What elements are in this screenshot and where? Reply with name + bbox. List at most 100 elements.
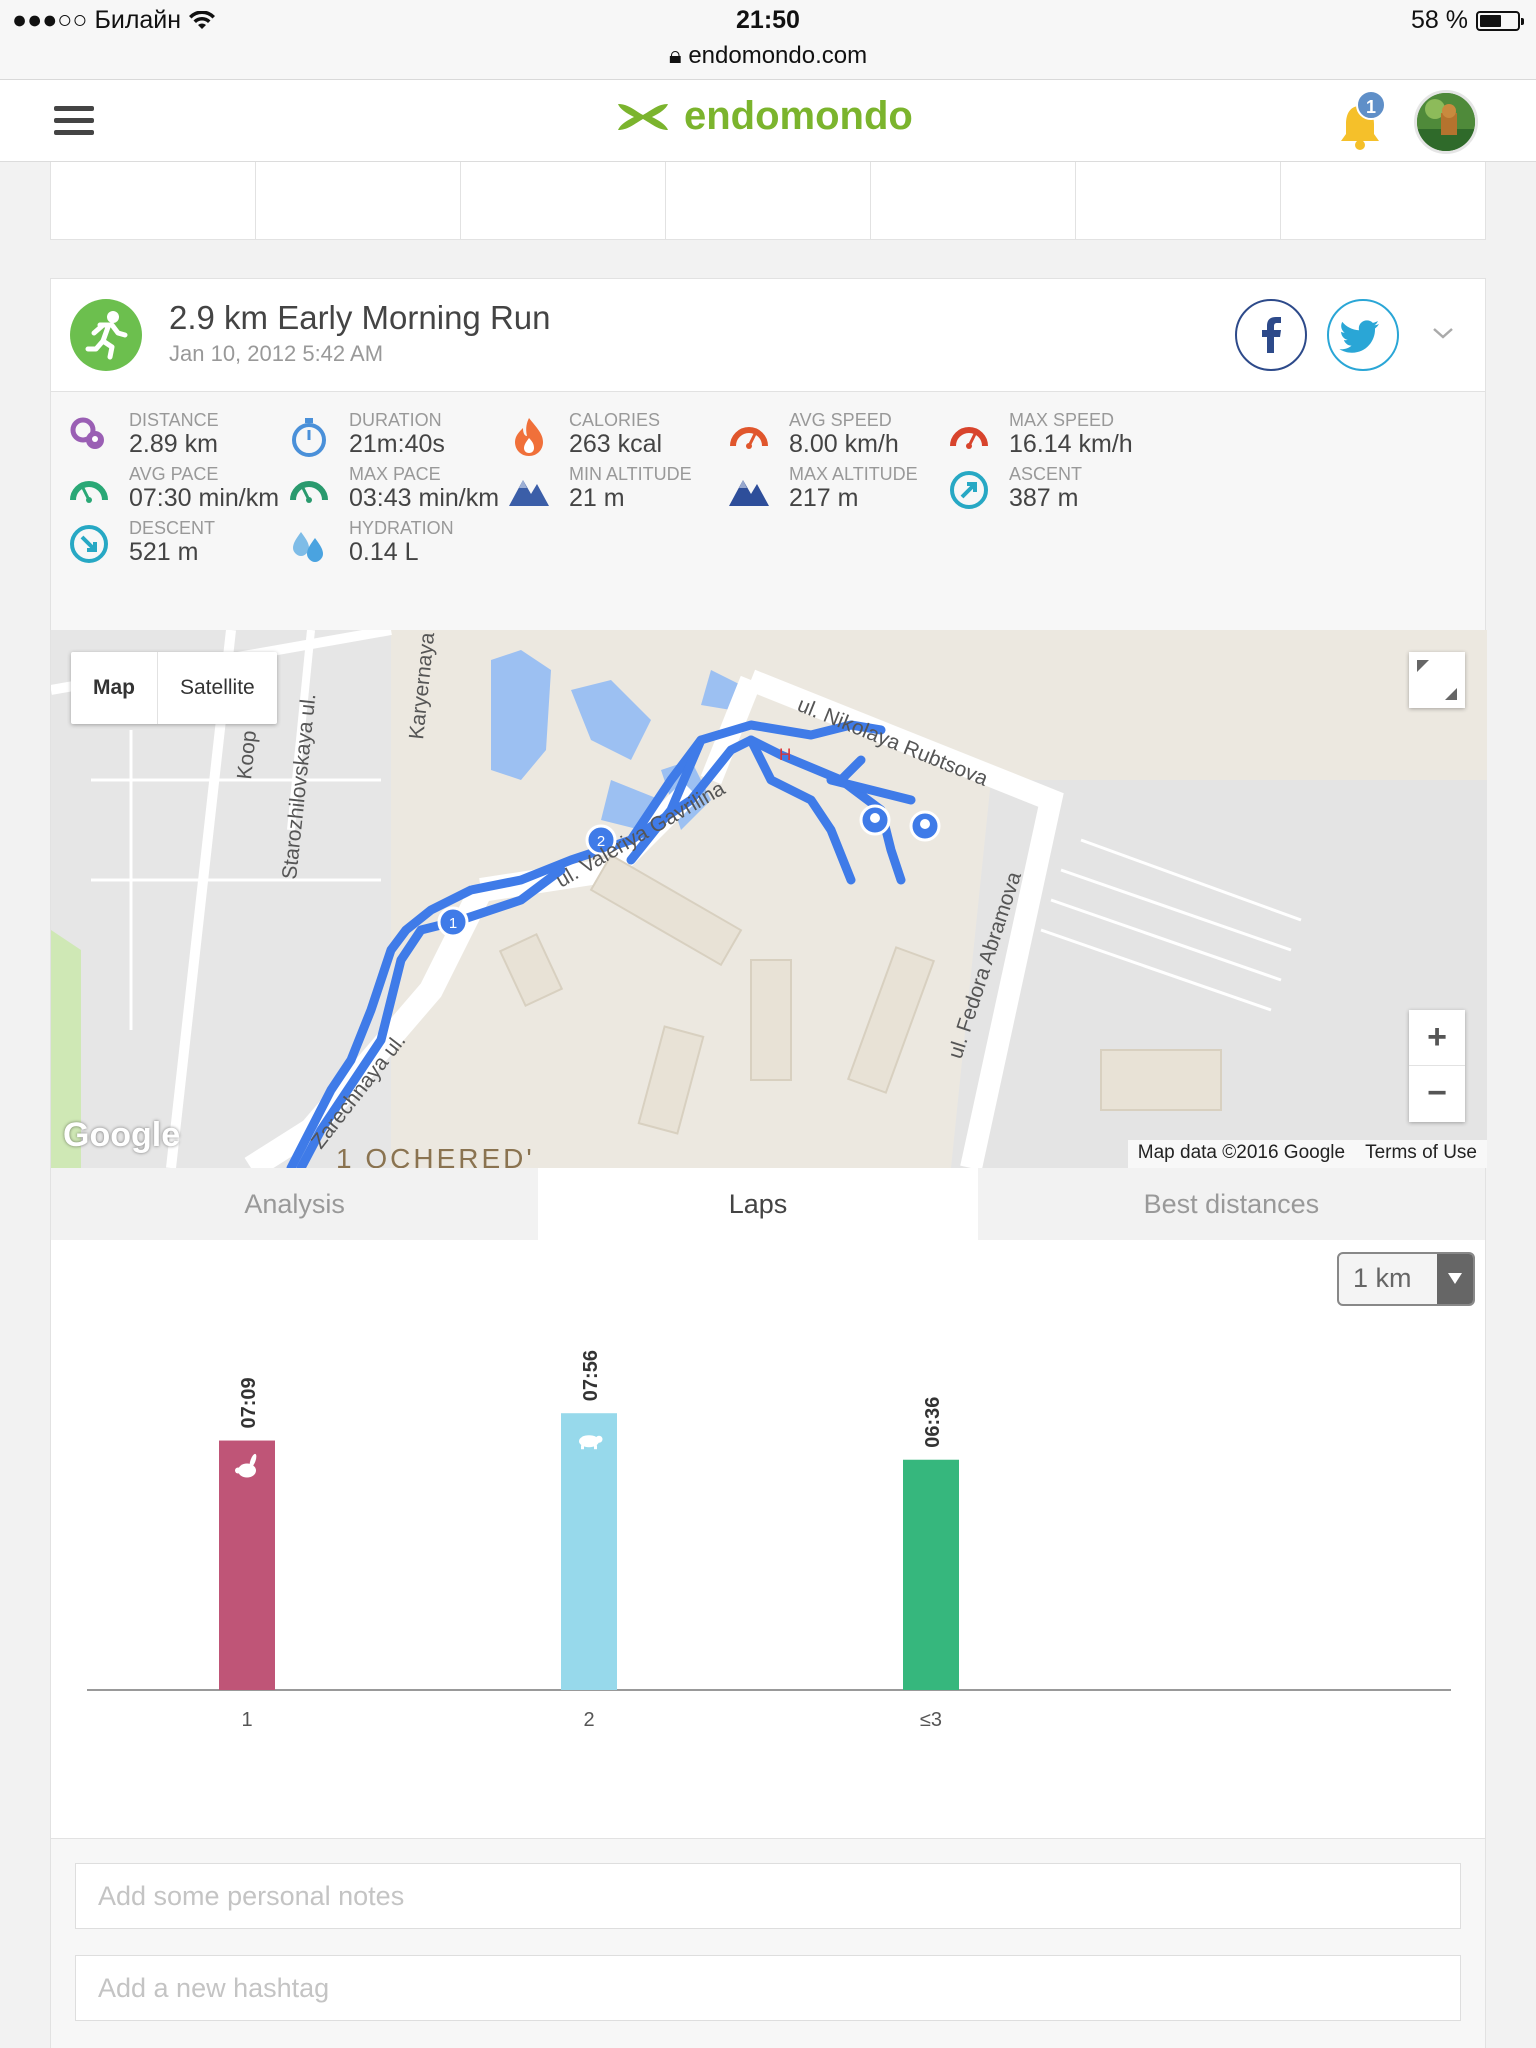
twitter-share-button[interactable] (1327, 299, 1399, 371)
stat-label: AVG PACE (129, 464, 219, 484)
lap-time-label: 07:56 (580, 1350, 602, 1401)
lap-marker[interactable]: 1 (437, 906, 469, 938)
stat-value: 8.00 km/h (789, 430, 899, 458)
workout-date: Jan 10, 2012 5:42 AM (169, 341, 384, 366)
map-attribution: Map data ©2016 Google Terms of Use (1127, 1140, 1487, 1168)
zoom-out-button[interactable]: − (1427, 1074, 1447, 1112)
stat-label: CALORIES (569, 410, 661, 430)
turtle-icon (579, 1435, 603, 1450)
stat-label: DISTANCE (129, 410, 219, 430)
stat-value: 2.89 km (129, 430, 218, 458)
mountain-icon (509, 480, 549, 506)
stat-max-speed: MAX SPEED 16.14 km/h (947, 408, 1157, 462)
map-pin-icon[interactable] (909, 810, 941, 842)
lock-icon: 🔒︎ (668, 42, 682, 69)
stat-value: 21 m (569, 484, 625, 512)
laps-panel: 07:09 1 07:56 2 06:36 ≤3 1 km (51, 1240, 1485, 1838)
stat-label: ASCENT (1009, 464, 1083, 484)
twitter-icon (1339, 320, 1379, 353)
stat-avg-pace: AVG PACE 07:30 min/km (67, 462, 280, 516)
stat-hydration: HYDRATION 0.14 L (287, 516, 497, 570)
lap-distance-select[interactable]: 1 km (1337, 1252, 1475, 1306)
workout-stats: DISTANCE 2.89 km DURATION 21m:40s CALORIES 26… (51, 392, 1485, 630)
chevron-down-icon[interactable] (1431, 321, 1455, 345)
expand-icon (1417, 660, 1457, 700)
map-pin-icon[interactable] (859, 804, 891, 836)
map-type-control: Map Satellite (71, 652, 277, 724)
battery-status: 58 % (1411, 6, 1524, 35)
stat-value: 387 m (1009, 484, 1079, 512)
fullscreen-button[interactable] (1409, 652, 1465, 708)
map-type-satellite-button[interactable]: Satellite (180, 676, 255, 699)
tab-best-distances[interactable]: Best distances (1143, 1189, 1320, 1219)
stat-value: 263 kcal (569, 430, 663, 458)
analysis-tabs: Analysis Laps Best distances (51, 1168, 1485, 1240)
url-text: endomondo.com (688, 42, 868, 69)
stat-ascent: ASCENT 387 m (947, 462, 1157, 516)
map-type-map-button[interactable]: Map (71, 652, 158, 724)
stat-min-altitude: MIN ALTITUDE 21 m (507, 462, 717, 516)
battery-level (1480, 14, 1501, 27)
stat-label: DESCENT (129, 518, 216, 538)
wifi-icon (189, 10, 216, 29)
workout-header: 2.9 km Early Morning Run Jan 10, 2012 5:… (51, 279, 1485, 392)
calendar-strip (50, 162, 1486, 240)
lap-number-label: 1 (241, 1709, 252, 1731)
stat-label: MAX PACE (349, 464, 441, 484)
zoom-control: + − (1409, 1010, 1465, 1122)
underarmour-icon (618, 103, 668, 130)
dropdown-arrow-icon (1437, 1254, 1473, 1304)
rabbit-icon (235, 1453, 257, 1478)
address-bar[interactable]: 🔒︎ endomondo.com (0, 42, 1536, 70)
stat-calories: CALORIES 263 kcal (507, 408, 717, 462)
brand-logo[interactable]: endomondo (614, 94, 913, 139)
map-data-credit: Map data ©2016 Google (1137, 1142, 1346, 1163)
lap-bar[interactable] (561, 1413, 617, 1690)
laps-chart: 07:09 1 07:56 2 06:36 ≤3 (87, 1350, 1451, 1731)
lap-bar[interactable] (903, 1459, 959, 1690)
flame-icon (515, 418, 543, 456)
stat-label: AVG SPEED (789, 410, 892, 430)
tab-laps[interactable]: Laps (538, 1168, 978, 1240)
stopwatch-icon (292, 418, 326, 457)
stat-label: DURATION (349, 410, 442, 430)
lap-time-label: 06:36 (922, 1397, 944, 1448)
zoom-in-button[interactable]: + (1409, 1010, 1465, 1066)
lap-time-label: 07:09 (238, 1377, 260, 1428)
lap-marker-label: 1 (449, 915, 457, 932)
stat-value: 07:30 min/km (129, 484, 280, 512)
menu-icon[interactable] (54, 106, 94, 136)
hashtag-input[interactable] (75, 1955, 1461, 2021)
terms-of-use-link[interactable]: Terms of Use (1365, 1142, 1477, 1163)
stat-max-pace: MAX PACE 03:43 min/km (287, 462, 499, 516)
gauge-icon (70, 481, 108, 503)
stat-label: MIN ALTITUDE (569, 464, 692, 484)
battery-icon (1476, 10, 1524, 31)
app-header: endomondo 1 (0, 80, 1536, 162)
facebook-icon (1262, 317, 1281, 353)
google-logo: Google (63, 1116, 181, 1154)
hospital-label: H (779, 745, 791, 764)
route-map[interactable]: 1 2 ul. Nikolaya Rubtsova ul. Valeriya G… (51, 630, 1487, 1168)
notification-badge[interactable]: 1 (1356, 90, 1386, 120)
lap-marker[interactable]: 2 (585, 824, 617, 856)
drops-icon (293, 532, 323, 562)
stat-label: HYDRATION (349, 518, 454, 538)
mountain-icon (729, 480, 769, 506)
running-icon (70, 299, 142, 371)
arrow-up-right-icon (950, 471, 988, 509)
stat-value: 21m:40s (349, 430, 445, 458)
stat-value: 0.14 L (349, 538, 419, 566)
tab-analysis[interactable]: Analysis (244, 1189, 345, 1219)
facebook-share-button[interactable] (1235, 299, 1307, 371)
personal-notes-input[interactable] (75, 1863, 1461, 1929)
stat-avg-speed: AVG SPEED 8.00 km/h (727, 408, 937, 462)
stat-value: 16.14 km/h (1009, 430, 1133, 458)
user-avatar[interactable] (1414, 90, 1478, 154)
stat-label: MAX ALTITUDE (789, 464, 918, 484)
workout-title: 2.9 km Early Morning Run (169, 299, 551, 336)
lap-bar[interactable] (219, 1440, 275, 1690)
clock: 21:50 (736, 6, 800, 34)
stat-value: 521 m (129, 538, 199, 566)
lap-marker-label: 2 (597, 833, 605, 850)
